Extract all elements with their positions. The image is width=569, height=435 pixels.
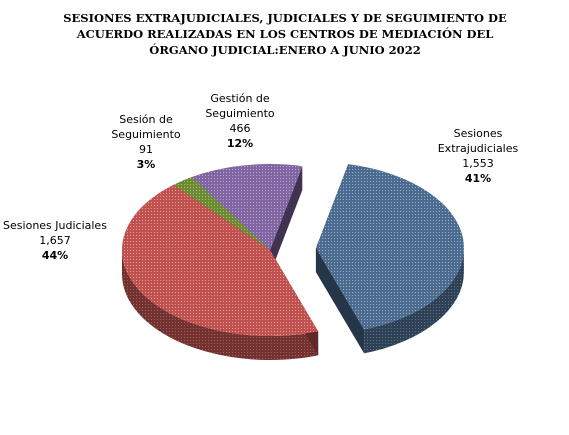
slice-name-line: Sesiones: [453, 127, 503, 140]
slice-label-gestion-seguimiento: Gestión de Seguimiento 466 12%: [192, 91, 288, 151]
slice-value: 466: [229, 122, 251, 135]
chart-title: SESIONES EXTRAJUDICIALES, JUDICIALES Y D…: [40, 10, 530, 58]
slice-percent: 44%: [41, 249, 69, 262]
slice-name-line: Sesiones Judiciales: [3, 219, 107, 232]
chart-title-line-3: ÓRGANO JUDICIAL:ENERO A JUNIO 2022: [149, 43, 421, 57]
slice-name-line: Sesión de: [119, 113, 173, 126]
slice-top-texture: [315, 164, 464, 330]
slice-top-texture: [173, 177, 270, 250]
slice-percent: 41%: [464, 172, 492, 185]
chart-title-line-1: SESIONES EXTRAJUDICIALES, JUDICIALES Y D…: [63, 11, 507, 25]
slice-value: 1,553: [462, 157, 494, 170]
slice-name-line: Gestión de: [210, 92, 270, 105]
slice-value: 91: [139, 143, 153, 156]
slice-label-judiciales: Sesiones Judiciales 1,657 44%: [0, 218, 110, 263]
slice-side-texture: [122, 250, 319, 361]
slice-percent: 3%: [136, 158, 156, 171]
chart-title-line-2: ACUERDO REALIZADAS EN LOS CENTROS DE MED…: [76, 27, 494, 41]
slice-label-extrajudiciales: Sesiones Extrajudiciales 1,553 41%: [418, 126, 538, 186]
slice-name-line: Seguimiento: [111, 128, 181, 141]
slice-top-texture: [121, 184, 319, 337]
slice-cut-face: [270, 166, 303, 274]
slice-percent: 12%: [226, 137, 254, 150]
slice-label-sesion-seguimiento: Sesión de Seguimiento 91 3%: [98, 112, 194, 172]
slice-value: 1,657: [39, 234, 71, 247]
slice-side-texture: [364, 248, 464, 354]
slice-top-texture: [191, 163, 303, 250]
slice-cut-face: [315, 248, 365, 354]
slice-name-line: Seguimiento: [205, 107, 275, 120]
slice-name-line: Extrajudiciales: [437, 142, 519, 155]
